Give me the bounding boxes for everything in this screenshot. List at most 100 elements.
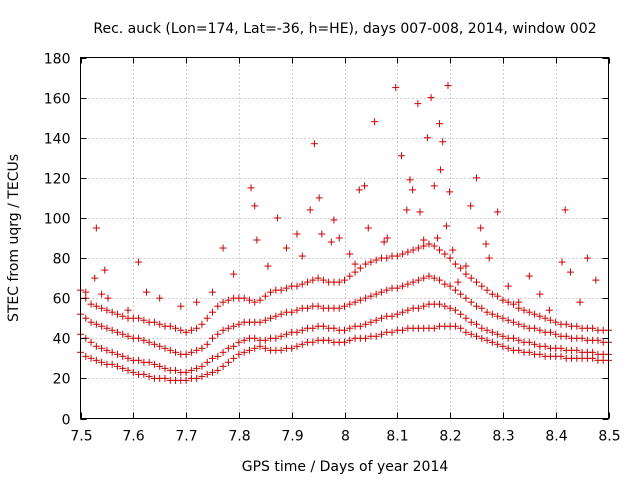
data-point (462, 314, 470, 322)
series-outliers (82, 82, 600, 314)
data-point (214, 366, 222, 374)
data-point (467, 202, 475, 210)
data-point (436, 246, 444, 254)
data-point (335, 278, 343, 286)
data-point (499, 342, 507, 350)
x-tick-label: 8.1 (386, 429, 408, 445)
x-tick-label: 8.2 (439, 429, 461, 445)
data-point (119, 352, 127, 360)
data-point (209, 308, 216, 316)
data-point (251, 298, 259, 306)
data-point (392, 84, 400, 92)
data-point (594, 336, 602, 344)
data-point (98, 322, 106, 330)
data-point (341, 338, 348, 346)
data-point (398, 152, 406, 160)
data-point (245, 296, 253, 304)
data-point (166, 322, 174, 330)
data-point (504, 282, 512, 290)
data-point (346, 272, 354, 280)
data-point (261, 336, 269, 344)
data-point (253, 236, 261, 244)
data-point (256, 342, 264, 350)
data-point (399, 250, 407, 258)
data-point (494, 340, 502, 348)
data-point (467, 298, 475, 306)
data-point (119, 364, 127, 372)
data-point (557, 344, 565, 352)
data-point (261, 344, 269, 352)
data-point (483, 326, 491, 334)
y-tick-label: 0 (62, 413, 71, 429)
data-point (404, 280, 412, 288)
data-point (240, 348, 248, 356)
data-point (267, 314, 275, 322)
data-point (478, 282, 486, 290)
data-point (520, 306, 528, 314)
data-point (277, 310, 285, 318)
data-point (388, 312, 396, 320)
data-point (156, 362, 164, 370)
data-point (272, 312, 280, 320)
series-low-arc (77, 322, 612, 384)
data-point (488, 338, 496, 346)
data-point (187, 326, 195, 334)
data-point (92, 356, 100, 364)
data-point (150, 318, 158, 326)
data-point (101, 266, 109, 274)
data-point (451, 286, 459, 294)
data-point (124, 366, 132, 374)
y-tick-label: 140 (44, 132, 71, 148)
data-point (298, 326, 306, 334)
data-point (346, 324, 354, 332)
data-point (372, 332, 380, 340)
data-point (304, 304, 312, 312)
data-point (504, 298, 512, 306)
data-point (214, 302, 222, 310)
data-point (420, 274, 428, 282)
data-point (436, 120, 444, 128)
data-point (531, 324, 539, 332)
data-point (446, 254, 454, 262)
data-point (156, 342, 164, 350)
data-point (420, 236, 428, 244)
data-point (341, 276, 348, 284)
data-point (230, 270, 238, 278)
data-point (409, 278, 417, 286)
data-point (298, 280, 306, 288)
data-point (298, 252, 306, 260)
data-point (282, 284, 290, 292)
data-point (156, 320, 164, 328)
x-tick-label: 8 (341, 429, 350, 445)
data-point (351, 268, 359, 276)
data-point (310, 140, 318, 148)
data-point (351, 260, 359, 268)
data-point (87, 300, 95, 308)
data-point (457, 290, 465, 298)
data-point (457, 264, 465, 272)
data-point (346, 300, 354, 308)
data-point (187, 348, 195, 356)
data-point (515, 320, 523, 328)
data-point (406, 176, 414, 184)
data-point (219, 298, 227, 306)
data-point (546, 328, 554, 336)
data-point (414, 100, 422, 108)
data-point (557, 352, 565, 360)
y-tick-label: 80 (53, 252, 71, 268)
data-point (446, 188, 454, 196)
data-point (383, 234, 391, 242)
data-point (140, 336, 148, 344)
data-point (135, 258, 143, 266)
data-point (393, 252, 401, 260)
data-point (589, 354, 597, 362)
data-point (520, 322, 528, 330)
data-point (566, 268, 574, 276)
data-point (108, 308, 116, 316)
data-point (203, 314, 211, 322)
series-high-arc (77, 240, 612, 336)
data-point (377, 314, 385, 322)
data-point (187, 366, 195, 374)
data-point (525, 348, 533, 356)
